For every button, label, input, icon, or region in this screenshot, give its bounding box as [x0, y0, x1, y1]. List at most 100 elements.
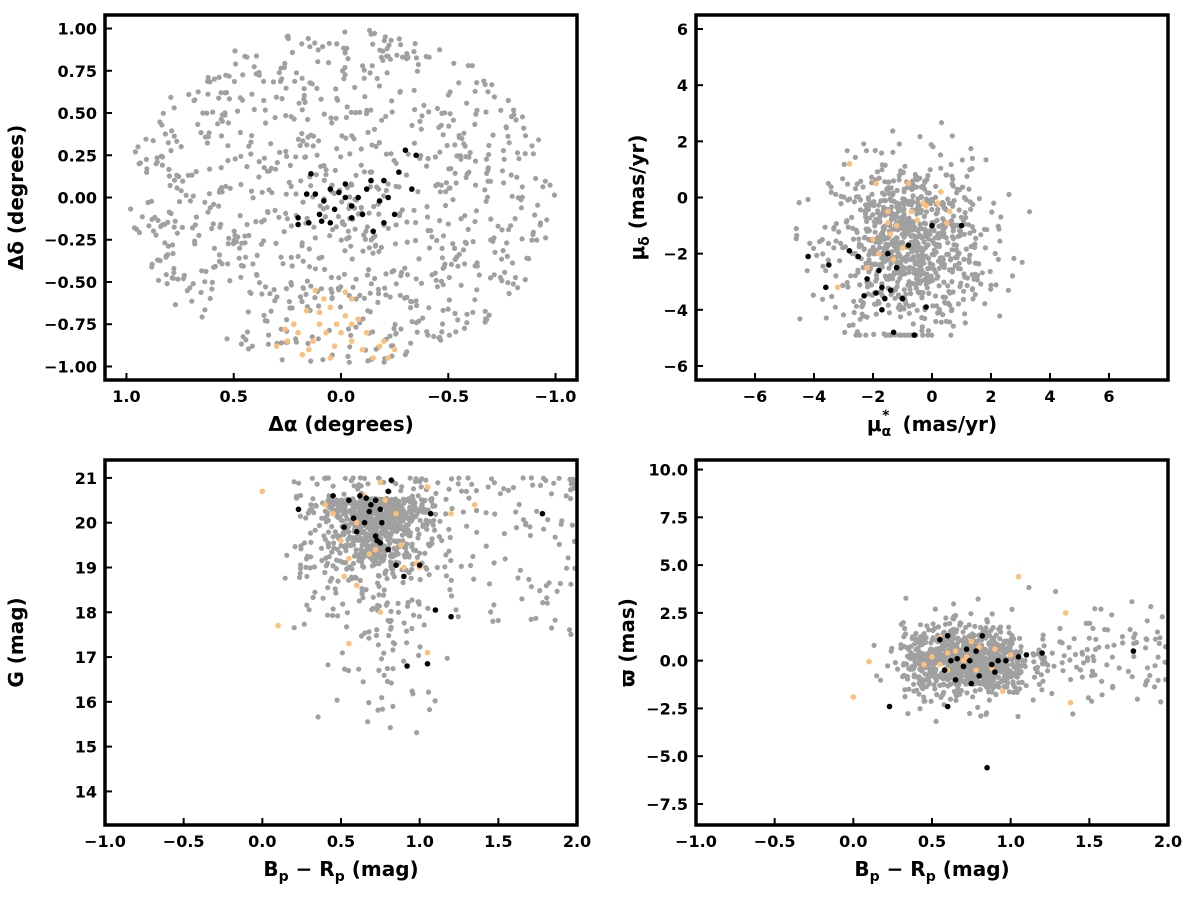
field-star-point — [464, 100, 470, 106]
data-point — [372, 533, 379, 539]
field-star-point — [1092, 606, 1098, 612]
field-star-point — [324, 204, 330, 210]
field-star-point — [433, 511, 439, 517]
field-star-point — [501, 180, 507, 186]
field-star-point — [994, 641, 1000, 647]
field-star-point — [968, 243, 974, 250]
field-star-point — [1005, 644, 1012, 650]
field-star-point — [391, 325, 397, 332]
field-star-point — [960, 296, 967, 303]
field-star-point — [474, 107, 480, 113]
field-star-point — [383, 292, 389, 298]
field-star-point — [419, 502, 425, 508]
field-star-point — [390, 554, 396, 560]
field-star-point — [449, 476, 455, 482]
data-point — [1007, 652, 1014, 658]
field-star-point — [488, 237, 494, 243]
field-star-point — [168, 94, 174, 100]
field-star-point — [1159, 614, 1165, 620]
field-star-point — [874, 169, 881, 175]
field-star-point — [448, 557, 454, 564]
field-star-point — [374, 627, 380, 633]
field-star-point — [393, 222, 399, 228]
data-point — [887, 287, 894, 294]
field-star-point — [330, 483, 336, 489]
field-star-point — [517, 567, 524, 573]
field-star-point — [894, 248, 900, 254]
field-star-point — [910, 178, 916, 184]
field-star-point — [244, 329, 251, 335]
field-star-point — [540, 184, 546, 190]
field-star-point — [949, 306, 955, 312]
field-star-point — [334, 146, 340, 152]
field-star-point — [1003, 638, 1010, 644]
data-point — [341, 524, 347, 530]
field-star-point — [347, 534, 353, 540]
field-star-point — [256, 69, 262, 76]
y-tick-label: −7.5 — [646, 795, 688, 814]
field-star-point — [364, 502, 370, 508]
field-star-point — [388, 497, 394, 503]
field-star-point — [335, 613, 341, 619]
field-star-point — [534, 237, 540, 243]
field-star-point — [414, 554, 420, 561]
field-star-point — [149, 264, 155, 270]
x-tick-label: 4 — [1044, 387, 1055, 406]
field-star-point — [430, 522, 436, 528]
field-star-point — [162, 240, 168, 246]
highlight-series-1 — [273, 287, 398, 361]
field-star-point — [343, 545, 349, 551]
field-star-point — [415, 509, 421, 516]
field-star-point — [366, 267, 372, 273]
field-star-point — [351, 136, 357, 142]
field-star-point — [881, 191, 887, 198]
field-star-point — [372, 233, 378, 239]
field-star-point — [337, 304, 343, 310]
field-star-point — [833, 238, 839, 244]
field-star-point — [431, 517, 437, 524]
field-star-point — [279, 96, 285, 102]
field-star-point — [501, 486, 507, 492]
field-star-point — [463, 488, 469, 494]
data-point — [826, 262, 832, 268]
field-star-point — [565, 555, 571, 561]
field-star-point — [1152, 636, 1158, 642]
field-star-point — [916, 674, 922, 680]
field-star-point — [384, 665, 390, 672]
field-star-point — [339, 68, 346, 74]
field-star-point — [498, 107, 504, 113]
field-star-point — [388, 560, 394, 566]
field-star-point — [185, 172, 191, 178]
field-star-point — [916, 254, 923, 260]
field-star-point — [378, 656, 385, 662]
field-star-point — [316, 138, 322, 144]
field-star-point — [357, 511, 363, 517]
field-star-point — [404, 550, 410, 556]
field-star-point — [925, 332, 931, 338]
field-star-point — [417, 577, 423, 583]
field-star-point — [446, 274, 452, 281]
y-tick-label: −0.25 — [44, 231, 97, 250]
y-axis-label: ϖ (mas) — [615, 598, 639, 687]
field-star-point — [933, 718, 939, 725]
data-point — [377, 506, 384, 513]
field-star-point — [510, 484, 516, 491]
field-star-point — [902, 631, 909, 637]
field-star-point — [858, 178, 864, 184]
field-star-point — [291, 625, 297, 631]
field-star-point — [923, 209, 930, 215]
field-star-point — [946, 267, 953, 273]
field-star-point — [304, 215, 310, 221]
field-star-point — [957, 233, 963, 239]
field-star-point — [211, 201, 217, 207]
field-star-point — [353, 172, 359, 178]
data-point — [348, 203, 355, 209]
field-star-point — [875, 239, 882, 245]
data-point — [885, 250, 891, 257]
field-star-point — [368, 107, 374, 113]
field-star-point — [424, 214, 431, 220]
field-star-point — [955, 301, 962, 307]
field-star-point — [419, 113, 425, 119]
field-star-point — [371, 558, 377, 565]
